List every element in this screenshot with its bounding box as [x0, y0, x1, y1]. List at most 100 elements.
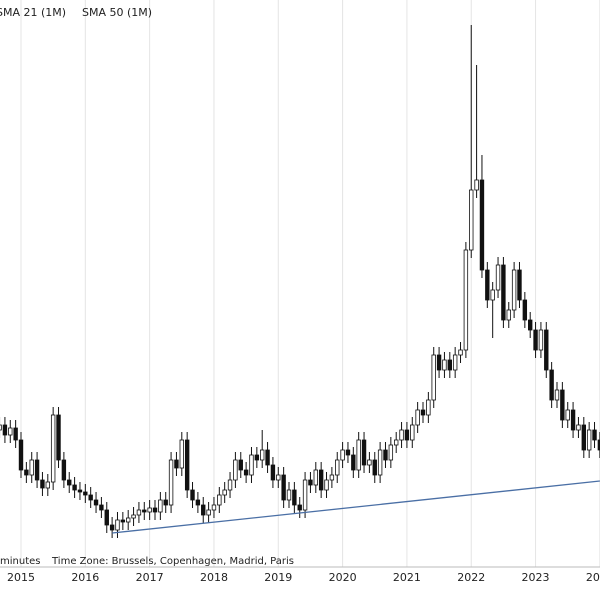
candle-body — [190, 489, 195, 501]
candle-body — [469, 189, 474, 251]
candle-body — [206, 509, 211, 516]
candle-body — [265, 449, 270, 466]
candle-body — [592, 429, 597, 441]
candle-body — [511, 269, 517, 311]
candle-body — [522, 299, 528, 321]
candle-body — [45, 481, 50, 489]
candle-body — [104, 509, 109, 526]
candle-body — [8, 427, 13, 436]
candle-body — [24, 469, 29, 476]
candle-body — [329, 474, 335, 481]
candle-body — [276, 474, 281, 481]
candle-body — [179, 439, 184, 469]
candle-body — [361, 439, 367, 466]
candle-body — [72, 484, 77, 491]
x-tick-label: 2018 — [200, 571, 228, 584]
candle-body — [233, 459, 238, 481]
candle-body — [34, 459, 40, 481]
candle-body — [426, 399, 431, 416]
candle-body — [410, 424, 415, 441]
candle-body — [2, 424, 8, 436]
legend-entry: SMA 50 (1M) — [82, 6, 152, 19]
candle-body — [586, 429, 592, 451]
candle-body — [544, 329, 549, 371]
x-tick-label: 2022 — [457, 571, 485, 584]
candle-body — [297, 504, 302, 511]
candle-body — [168, 459, 174, 506]
candle-body — [238, 459, 243, 471]
trendline — [112, 480, 600, 534]
candle-body — [528, 319, 533, 331]
candle-body — [142, 509, 147, 513]
candle-body — [538, 329, 544, 351]
x-tick-label: 2024 — [586, 571, 600, 584]
candle-body — [356, 439, 361, 471]
candle-body — [211, 504, 217, 511]
candle-body — [308, 479, 313, 486]
x-tick-label: 2017 — [136, 571, 164, 584]
candle-body — [249, 454, 254, 476]
candle-body — [120, 519, 126, 523]
footer-text: minutes — [0, 556, 40, 567]
candle-body — [222, 489, 227, 496]
candle-body — [576, 424, 581, 431]
candle-body — [174, 459, 179, 469]
x-tick-label: 2021 — [393, 571, 421, 584]
candle-body — [383, 449, 388, 461]
candle-body — [83, 491, 88, 496]
candle-body — [147, 507, 152, 513]
candle-body — [463, 249, 469, 351]
candle-body — [152, 507, 158, 513]
candle-body — [420, 409, 426, 416]
candle-body — [436, 354, 442, 371]
candle-body — [227, 479, 233, 491]
candle-body — [447, 359, 452, 371]
candle-body — [67, 479, 72, 486]
candle-body — [158, 499, 163, 513]
candle-body — [29, 459, 34, 476]
candle-body — [184, 439, 190, 491]
candle-body — [377, 449, 383, 476]
candle-body — [61, 459, 67, 481]
candle-body — [56, 414, 61, 461]
candle-body — [259, 449, 265, 461]
candle-body — [286, 489, 292, 501]
candle-body — [415, 409, 420, 426]
candle-body — [13, 427, 18, 441]
candle-body — [490, 289, 495, 301]
candle-body — [565, 409, 570, 421]
candle-body — [372, 459, 377, 476]
candle-body — [485, 269, 490, 301]
candle-body — [452, 354, 458, 371]
candle-body — [388, 444, 394, 461]
candle-body — [581, 424, 586, 451]
candle-body — [136, 509, 142, 516]
candle-body — [0, 424, 2, 431]
candle-body — [345, 449, 351, 456]
candle-body — [302, 479, 308, 511]
candle-body — [115, 519, 120, 531]
candle-body — [479, 179, 485, 271]
candle-body — [243, 469, 249, 476]
candle-body — [533, 329, 538, 351]
x-tick-label: 2019 — [264, 571, 292, 584]
candle-body — [254, 454, 260, 461]
candle-body — [292, 489, 297, 506]
candle-body — [88, 494, 93, 501]
x-tick-label: 2020 — [329, 571, 357, 584]
candle-body — [404, 429, 410, 441]
candle-body — [399, 429, 404, 441]
x-tick-label: 2023 — [522, 571, 550, 584]
candle-body — [131, 514, 136, 519]
candle-body — [313, 469, 318, 486]
candle-body — [442, 359, 447, 371]
candle-body — [495, 264, 501, 291]
candle-body — [163, 499, 168, 506]
x-tick-label: 2015 — [7, 571, 35, 584]
candle-body — [554, 389, 560, 401]
legend-entry: SMA 21 (1M) — [0, 6, 66, 19]
candle-body — [217, 494, 222, 506]
candle-body — [517, 269, 522, 301]
candle-body — [560, 389, 565, 421]
